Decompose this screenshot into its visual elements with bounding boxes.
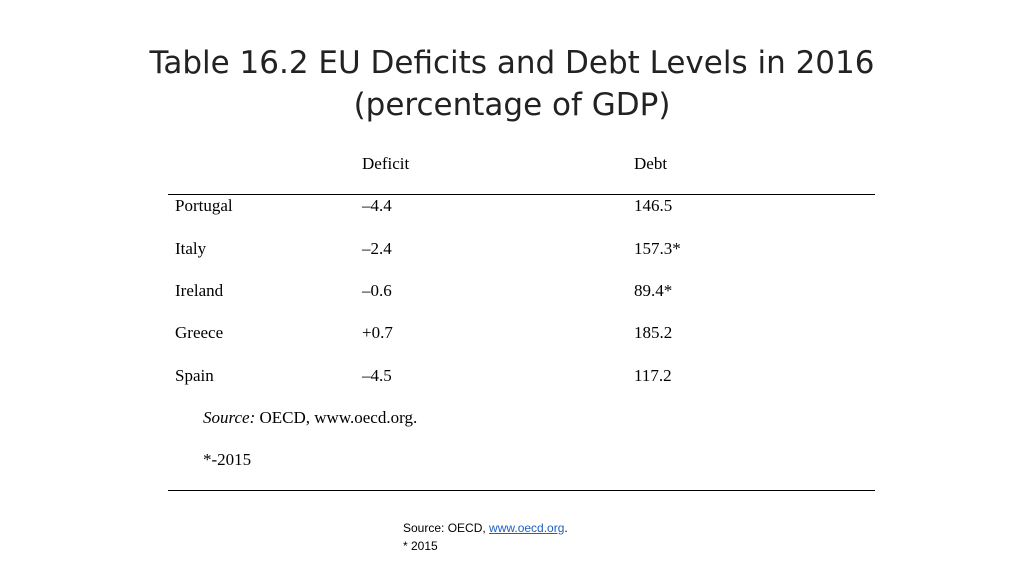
deficit-cell: –0.6 bbox=[362, 281, 392, 300]
title-line-2: (percentage of GDP) bbox=[353, 87, 671, 123]
source-label: Source: bbox=[203, 408, 256, 427]
debt-cell: 146.5 bbox=[634, 196, 673, 215]
slide-title: Table 16.2 EU Deficits and Debt Levels i… bbox=[0, 42, 1024, 126]
column-header-debt: Debt bbox=[634, 154, 668, 173]
table-asterisk-note: *-2015 bbox=[203, 450, 252, 469]
deficit-cell: –4.4 bbox=[362, 196, 392, 215]
deficit-cell: –4.5 bbox=[362, 366, 392, 385]
column-header-deficit: Deficit bbox=[362, 154, 410, 173]
title-line-1: Table 16.2 EU Deficits and Debt Levels i… bbox=[149, 45, 875, 81]
footer-source-line: Source: OECD, www.oecd.org. bbox=[403, 519, 568, 537]
debt-cell: 117.2 bbox=[634, 366, 672, 385]
footer-source-prefix: Source: OECD, bbox=[403, 521, 490, 535]
data-table: Deficit Debt Portugal –4.4 146.5 Italy –… bbox=[168, 150, 875, 492]
slide-footer: Source: OECD, www.oecd.org. * 2015 bbox=[403, 519, 568, 555]
debt-cell: 185.2 bbox=[634, 323, 673, 342]
footer-asterisk-note: * 2015 bbox=[403, 539, 438, 553]
source-text: OECD, www.oecd.org. bbox=[255, 408, 418, 427]
debt-cell: 89.4* bbox=[634, 281, 673, 300]
deficit-cell: +0.7 bbox=[362, 323, 393, 342]
table-source-note: Source: OECD, www.oecd.org. bbox=[203, 408, 417, 428]
country-cell: Ireland bbox=[175, 281, 224, 300]
country-cell: Greece bbox=[175, 323, 224, 342]
oecd-link[interactable]: www.oecd.org bbox=[489, 521, 565, 535]
deficit-cell: –2.4 bbox=[362, 239, 392, 258]
country-cell: Spain bbox=[175, 366, 214, 385]
table-top-rule bbox=[168, 194, 875, 195]
footer-source-suffix: . bbox=[564, 521, 568, 535]
debt-cell: 157.3* bbox=[634, 239, 681, 258]
table-bottom-rule bbox=[168, 490, 875, 491]
country-cell: Portugal bbox=[175, 196, 233, 215]
country-cell: Italy bbox=[175, 239, 207, 258]
